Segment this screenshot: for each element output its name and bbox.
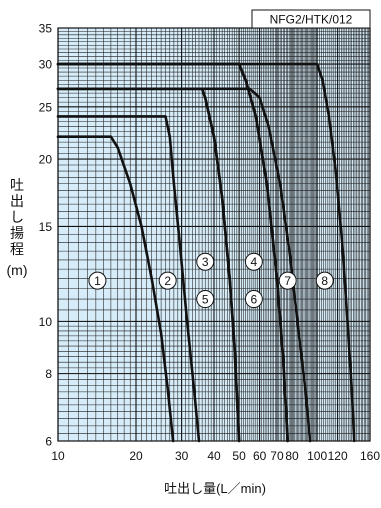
x-tick-label: 10 (51, 449, 65, 463)
x-tick-label: 50 (232, 449, 246, 463)
y-axis-unit: (m) (7, 262, 28, 278)
series-line-2 (56, 115, 201, 443)
x-tick-label: 80 (285, 449, 299, 463)
y-axis-label-char: 吐 (10, 177, 24, 193)
curve-labels: 1 2 3 4 5 6 7 8 (88, 252, 334, 309)
curve-label-circle (158, 271, 177, 290)
x-tick-label: 20 (129, 449, 143, 463)
x-tick-label: 40 (207, 449, 221, 463)
x-tick-label: 30 (175, 449, 189, 463)
x-tick-label: 120 (328, 449, 348, 463)
y-tick-label: 10 (39, 315, 53, 329)
y-tick-label: 20 (39, 153, 53, 167)
x-tick-label: 70 (270, 449, 284, 463)
x-tick-labels: 10 20 30 40 50 60 70 80 100 120 160 (51, 449, 380, 463)
y-tick-label: 6 (45, 435, 52, 449)
x-tick-label: 60 (253, 449, 267, 463)
series-line-8 (56, 62, 356, 443)
curve-label-circle (315, 271, 334, 290)
curve-label-circle (244, 290, 263, 309)
x-axis-label: 吐出し量(L／min) (164, 481, 266, 496)
y-tick-label: 15 (39, 220, 53, 234)
y-axis-label-char: し (10, 209, 24, 225)
y-axis-label-char: 揚 (10, 225, 24, 241)
y-axis-label: 吐出し揚程 (10, 177, 24, 257)
title-box (251, 9, 371, 29)
y-tick-label: 8 (45, 367, 52, 381)
curve-label-circle (244, 252, 263, 271)
series-line-5 (56, 87, 241, 443)
y-tick-label: 30 (39, 58, 53, 72)
y-axis-label-char: 程 (10, 241, 24, 257)
y-tick-labels: 6 8 10 15 20 25 30 35 (39, 22, 53, 449)
curve-label-text: 2 (164, 274, 171, 288)
plot-border (57, 27, 371, 442)
x-tick-label: 160 (360, 449, 380, 463)
curve-label-circle (88, 271, 107, 290)
series-layer (56, 62, 356, 443)
series-line-7 (56, 87, 312, 443)
curve-label-text: 6 (251, 293, 258, 307)
curve-label-text: 8 (321, 274, 328, 288)
curve-label-circle (196, 252, 215, 271)
curve-label-circle (278, 271, 297, 290)
curve-label-text: 7 (284, 274, 291, 288)
curve-label-text: 5 (202, 293, 209, 307)
y-tick-label: 25 (39, 100, 53, 114)
y-axis-label-char: 出 (10, 193, 24, 209)
series-line-1 (56, 135, 175, 443)
curve-label-text: 4 (251, 255, 258, 269)
series-line-6 (56, 62, 289, 443)
y-tick-label: 35 (39, 22, 53, 36)
x-tick-label: 100 (307, 449, 327, 463)
curve-label-circle (196, 290, 215, 309)
curve-label-text: 3 (202, 255, 209, 269)
curve-label-text: 1 (94, 274, 101, 288)
chart-title: NFG2/HTK/012 (270, 13, 353, 27)
